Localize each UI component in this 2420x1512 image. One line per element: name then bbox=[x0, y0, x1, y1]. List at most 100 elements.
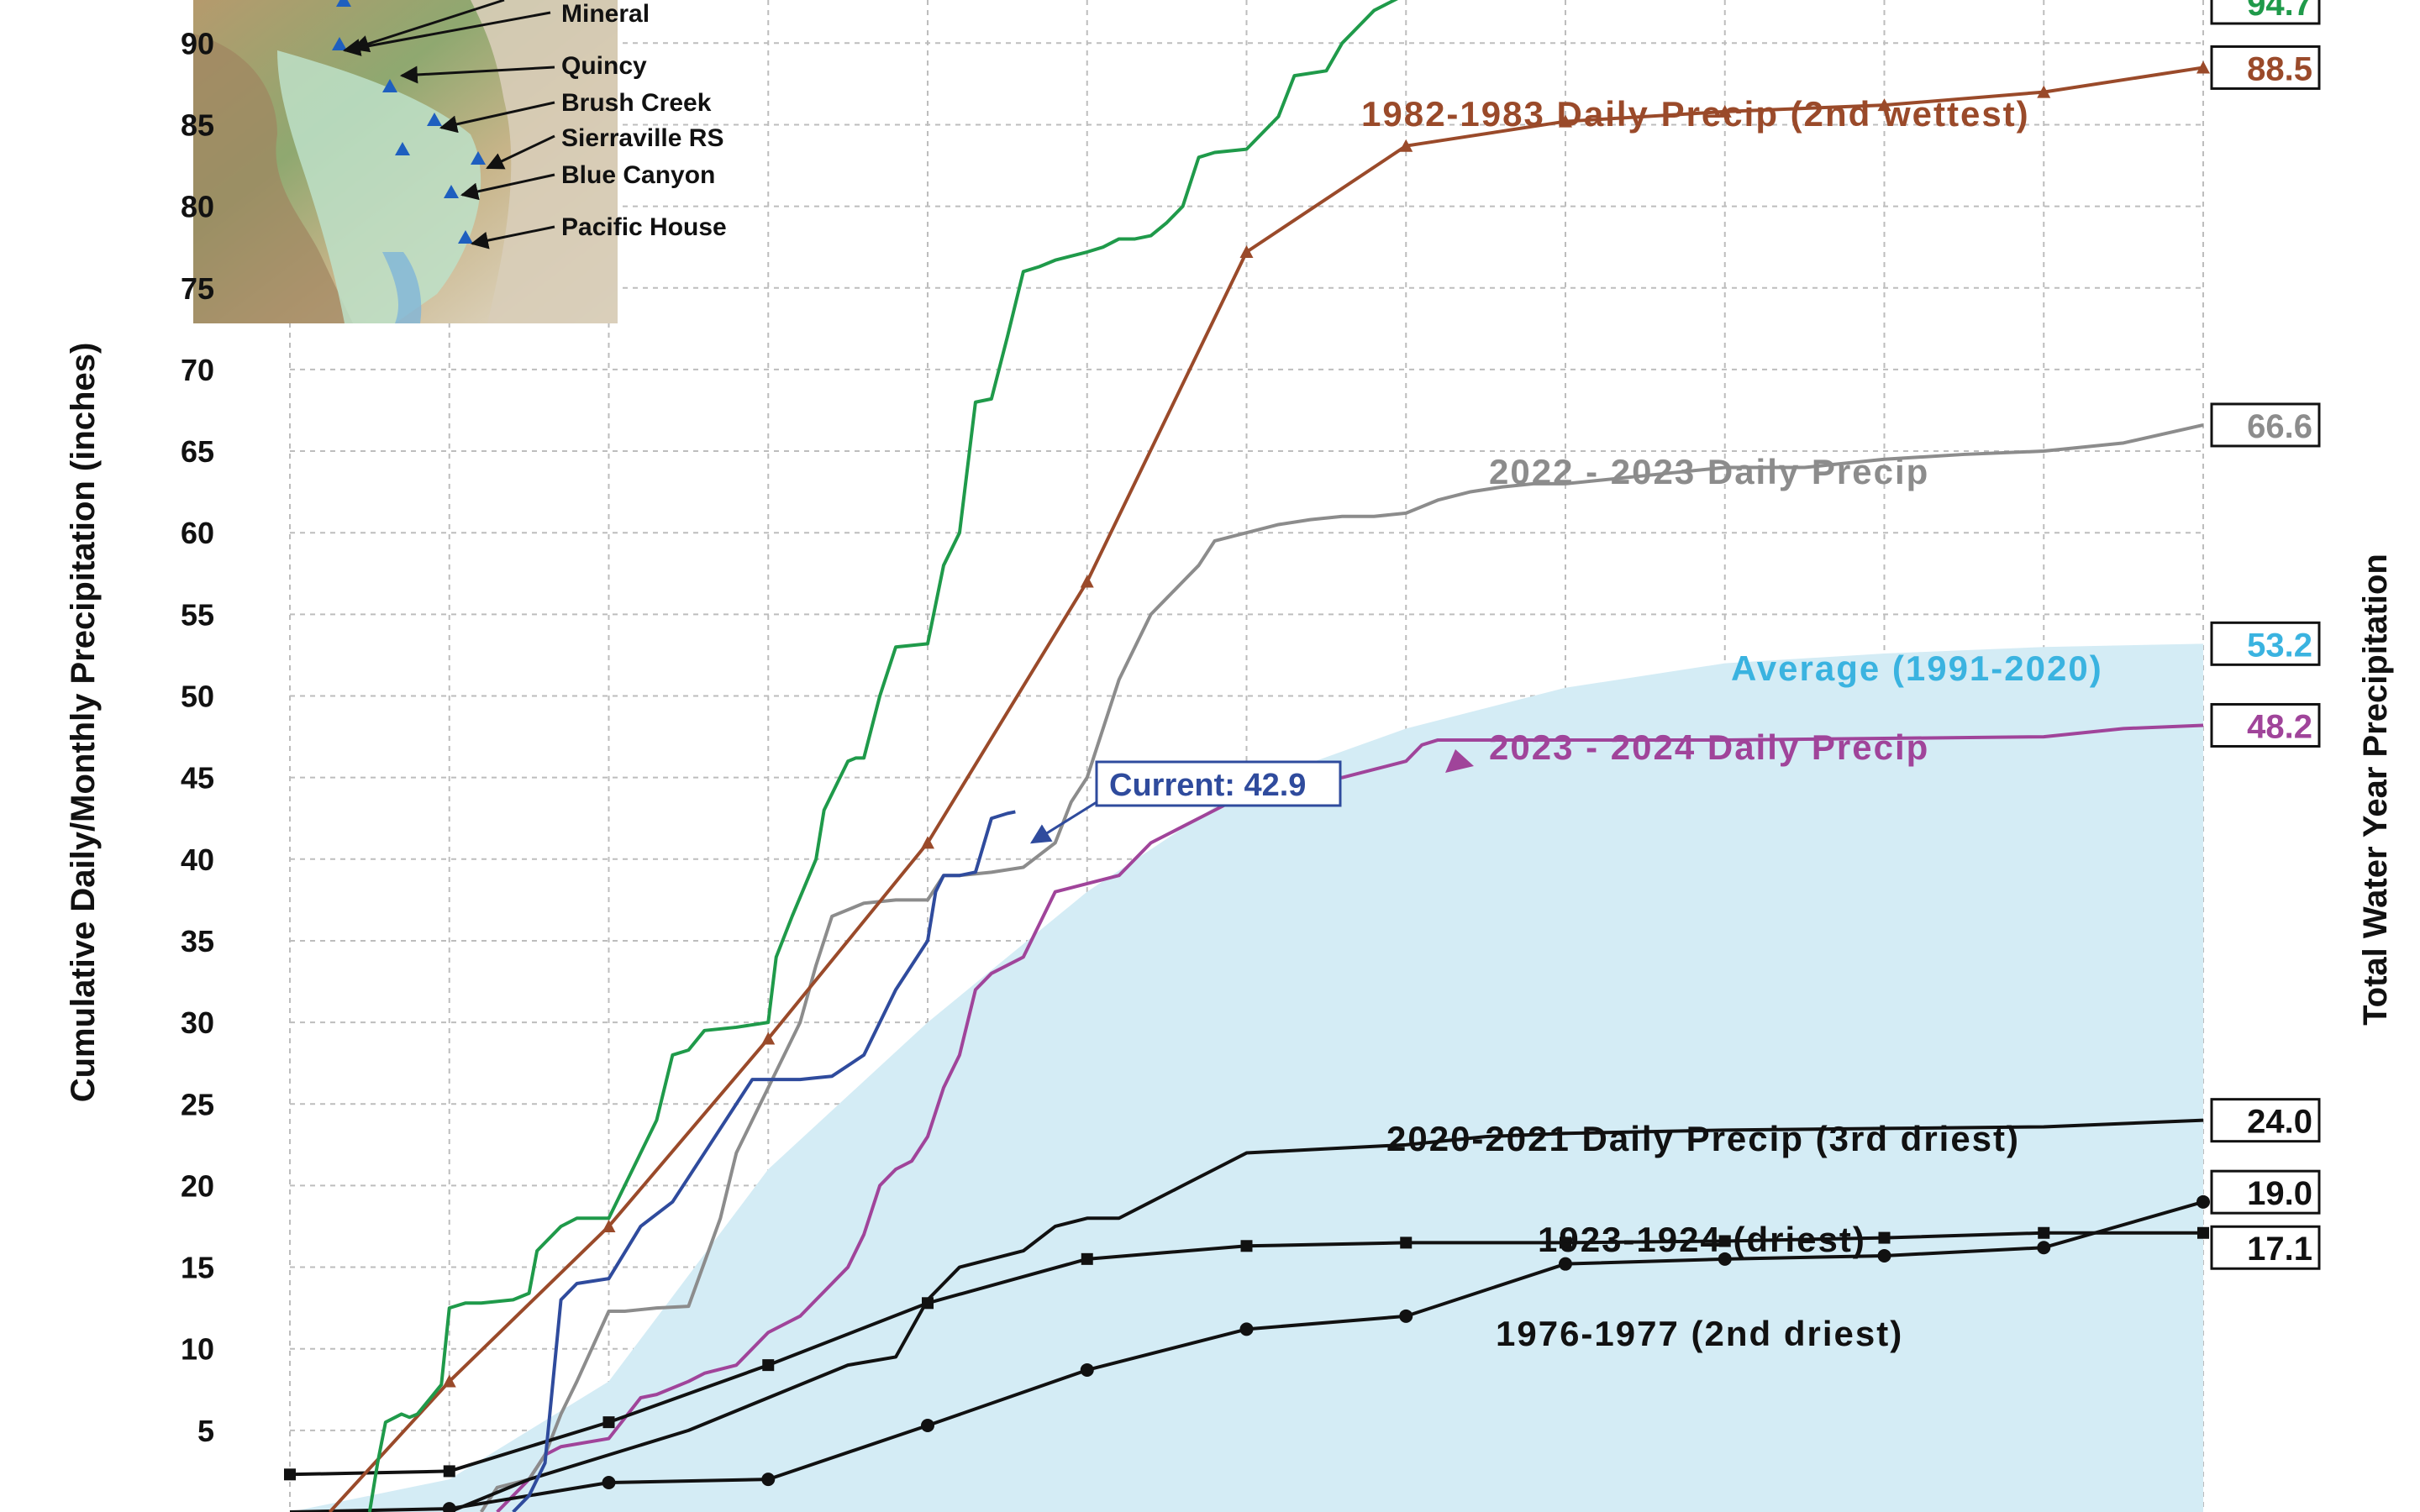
marker-driest-7 bbox=[1400, 1236, 1413, 1249]
series-line-y2023 bbox=[480, 423, 2204, 1512]
y-tick-65: 65 bbox=[181, 434, 214, 469]
marker-dry2-8 bbox=[1559, 1257, 1572, 1271]
end-label-box-wettest2 bbox=[2210, 45, 2321, 90]
leader-sierraville bbox=[486, 134, 555, 170]
y-tick-35: 35 bbox=[181, 924, 214, 958]
marker-driest-11 bbox=[2038, 1226, 2050, 1239]
y-axis-ticks: 5101520253035404550556065707580859095 bbox=[181, 26, 214, 1448]
end-label-box-average bbox=[2210, 621, 2321, 666]
marker-dry2-11 bbox=[2037, 1241, 2051, 1255]
station-extra-icon bbox=[458, 230, 473, 244]
marker-dry2-7 bbox=[1399, 1309, 1413, 1323]
marker-driest-2 bbox=[602, 1416, 615, 1429]
end-label-wettest2: 88.5 bbox=[2247, 50, 2312, 87]
y-tick-25: 25 bbox=[181, 1087, 214, 1121]
leader-top bbox=[351, 0, 505, 53]
marker-wettest2-7 bbox=[1399, 139, 1413, 152]
y-tick-55: 55 bbox=[181, 597, 214, 632]
current-callout-box bbox=[1095, 760, 1342, 807]
marker-driest-1 bbox=[443, 1465, 455, 1478]
y-axis-title: Cumulative Daily/Monthly Precipitation (… bbox=[65, 343, 102, 1103]
label-dry3: 2020-2021 Daily Precip (3rd driest) bbox=[1386, 1119, 2020, 1158]
marker-driest-4 bbox=[922, 1297, 934, 1310]
end-label-box-dry3 bbox=[2210, 1098, 2321, 1143]
marker-dry2-6 bbox=[1239, 1322, 1254, 1336]
end-label-dry2: 19.0 bbox=[2247, 1175, 2312, 1212]
y-tick-40: 40 bbox=[181, 843, 214, 877]
marker-dry2-10 bbox=[1877, 1248, 1891, 1263]
leader-blue-canyon bbox=[460, 173, 555, 201]
leader-quincy bbox=[399, 66, 555, 84]
map-valley bbox=[277, 50, 481, 323]
y-tick-20: 20 bbox=[181, 1168, 214, 1203]
series-line-current bbox=[512, 810, 1016, 1512]
label-2023: 2022 - 2023 Daily Precip bbox=[1489, 452, 1929, 491]
marker-wettest2-12 bbox=[2196, 60, 2210, 74]
marker-wettest2-10 bbox=[1877, 98, 1891, 112]
marker-driest-0 bbox=[284, 1468, 296, 1481]
marker-wettest2-4 bbox=[921, 836, 934, 849]
y-tick-80: 80 bbox=[181, 190, 214, 224]
end-label-box-driest bbox=[2210, 1225, 2321, 1270]
label-driest: 1923-1924 (driest) bbox=[1538, 1220, 1866, 1259]
marker-dry2-1 bbox=[442, 1502, 456, 1512]
marker-dry2-9 bbox=[1718, 1252, 1732, 1266]
y-tick-50: 50 bbox=[181, 680, 214, 714]
station-pacific-house-icon bbox=[444, 185, 459, 198]
marker-driest-10 bbox=[1878, 1231, 1891, 1244]
map-sierra bbox=[471, 0, 618, 323]
marker-wettest2-6 bbox=[1239, 245, 1254, 259]
marker-dry2-12 bbox=[2196, 1194, 2210, 1209]
station-map: Mineral Quincy Brush Creek Sierraville R… bbox=[193, 0, 727, 323]
marker-wettest2-5 bbox=[1080, 575, 1094, 588]
station-quincy-icon bbox=[382, 79, 397, 92]
marker-driest-8 bbox=[1560, 1236, 1571, 1249]
marker-wettest2-8 bbox=[1559, 114, 1572, 128]
series-line-wettest bbox=[367, 0, 1398, 1512]
end-label-box-y2024 bbox=[2210, 702, 2321, 748]
map-label-mineral: Mineral bbox=[561, 0, 650, 28]
label-wettest2: 1982-1983 Daily Precip (2nd wettest) bbox=[1361, 94, 2030, 134]
current-callout: Current: 42.9 bbox=[1029, 760, 1342, 844]
leader-mineral bbox=[342, 11, 551, 56]
marker-dry2-2 bbox=[602, 1476, 616, 1490]
series-line-y2024 bbox=[496, 723, 2204, 1512]
station-blue-canyon-icon bbox=[471, 151, 486, 165]
marker-dry2-5 bbox=[1080, 1362, 1094, 1377]
y-tick-70: 70 bbox=[181, 353, 214, 387]
label-2024-pointer-icon bbox=[1445, 749, 1474, 773]
current-callout-arrow bbox=[1029, 801, 1097, 844]
marker-driest-3 bbox=[762, 1359, 775, 1372]
marker-driest-5 bbox=[1081, 1252, 1093, 1265]
marker-wettest2-3 bbox=[761, 1032, 776, 1045]
series-line-dry3 bbox=[448, 1118, 2204, 1512]
end-value-labels: 94.7 88.5 66.6 53.2 48.2 24.0 19.0 17.1 bbox=[2210, 0, 2321, 1270]
marker-dry2-3 bbox=[761, 1473, 776, 1487]
map-label-brush-creek: Brush Creek bbox=[561, 89, 712, 117]
marker-driest-12 bbox=[2197, 1226, 2209, 1239]
y-tick-15: 15 bbox=[181, 1251, 214, 1285]
end-label-box-wettest bbox=[2210, 0, 2321, 25]
end-label-average: 53.2 bbox=[2247, 627, 2312, 664]
map-label-quincy: Quincy bbox=[561, 52, 647, 80]
station-top-icon bbox=[336, 0, 351, 7]
leader-brush-creek bbox=[439, 101, 555, 134]
marker-driest-6 bbox=[1240, 1240, 1253, 1252]
station-sierraville-icon bbox=[395, 142, 410, 155]
map-coast-range bbox=[193, 34, 353, 323]
marker-driest-9 bbox=[1718, 1235, 1731, 1247]
average-area bbox=[290, 643, 2203, 1512]
end-label-y2024: 48.2 bbox=[2247, 708, 2312, 745]
series-markers bbox=[284, 60, 2210, 1512]
y-tick-5: 5 bbox=[197, 1414, 214, 1448]
y-tick-30: 30 bbox=[181, 1005, 214, 1040]
label-average: Average (1991-2020) bbox=[1731, 648, 2103, 688]
end-label-box-y2023 bbox=[2210, 402, 2321, 448]
current-callout-text: Current: 42.9 bbox=[1109, 768, 1306, 803]
map-label-pacific-house: Pacific House bbox=[561, 213, 727, 241]
average-area-fill bbox=[290, 643, 2203, 1512]
map-label-blue-canyon: Blue Canyon bbox=[561, 161, 715, 189]
marker-wettest2-9 bbox=[1718, 104, 1732, 118]
end-label-dry3: 24.0 bbox=[2247, 1104, 2312, 1141]
